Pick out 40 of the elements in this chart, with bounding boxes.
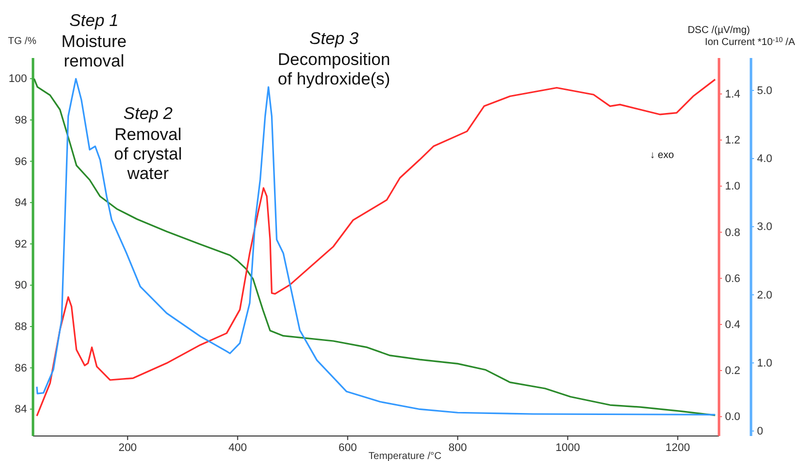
annotation: Step 2 [123,104,174,123]
x-axis-title: Temperature /°C [368,451,442,461]
y3-tick-label: 5.0 [757,84,772,97]
y2-tick-label: 1.0 [725,180,740,193]
y-tick-label: 94 [14,197,27,210]
y-axis-title: TG /% [8,36,36,47]
annotation: ↓ exo [650,150,674,161]
x-tick-label: 200 [118,442,137,454]
annotation: Decomposition of hydroxide(s) [278,50,390,89]
y3-tick-label: 3.0 [757,221,772,234]
y-tick-label: 88 [14,321,27,334]
y3-tick-label: 4.0 [757,153,772,166]
text: Step 1 [69,11,119,30]
y2-tick-label: 1.2 [725,134,740,147]
y-tick-label: 86 [14,362,27,374]
y2-tick-label: 0.2 [725,365,740,378]
x-tick-label: 800 [448,442,467,454]
y-tick-label: 100 [8,73,27,86]
y-tick-label: 90 [14,280,27,292]
x-tick-label: 400 [228,442,247,454]
y-tick-label: 92 [14,238,27,250]
x-tick-label: 1000 [555,442,580,454]
x-tick-label: 600 [338,442,357,454]
annotation: Removal of crystal water [114,125,182,184]
y2-tick-label: 0.6 [725,272,740,285]
y2-tick-label: 1.4 [725,88,740,100]
y3-tick-label: 0 [757,426,764,438]
y2-tick-label: 0.0 [725,411,740,424]
y-tick-label: 98 [14,114,27,126]
x-tick-label: 1200 [666,442,690,454]
y-tick-label: 84 [14,404,27,416]
y3-axis-title: Ion Current *10$^{-10}$ /A [704,36,796,48]
y2-axis-title: DSC /(µV/mg) [688,25,750,36]
y3-tick-label: 1.0 [757,357,772,370]
y2-tick-label: 0.8 [725,226,740,239]
y3-tick-label: 2.0 [757,289,772,302]
annotation: Moisture removal [61,32,127,71]
y2-tick-label: 0.4 [725,318,740,331]
y-tick-label: 96 [14,156,27,168]
text: Step 3 [309,29,360,48]
